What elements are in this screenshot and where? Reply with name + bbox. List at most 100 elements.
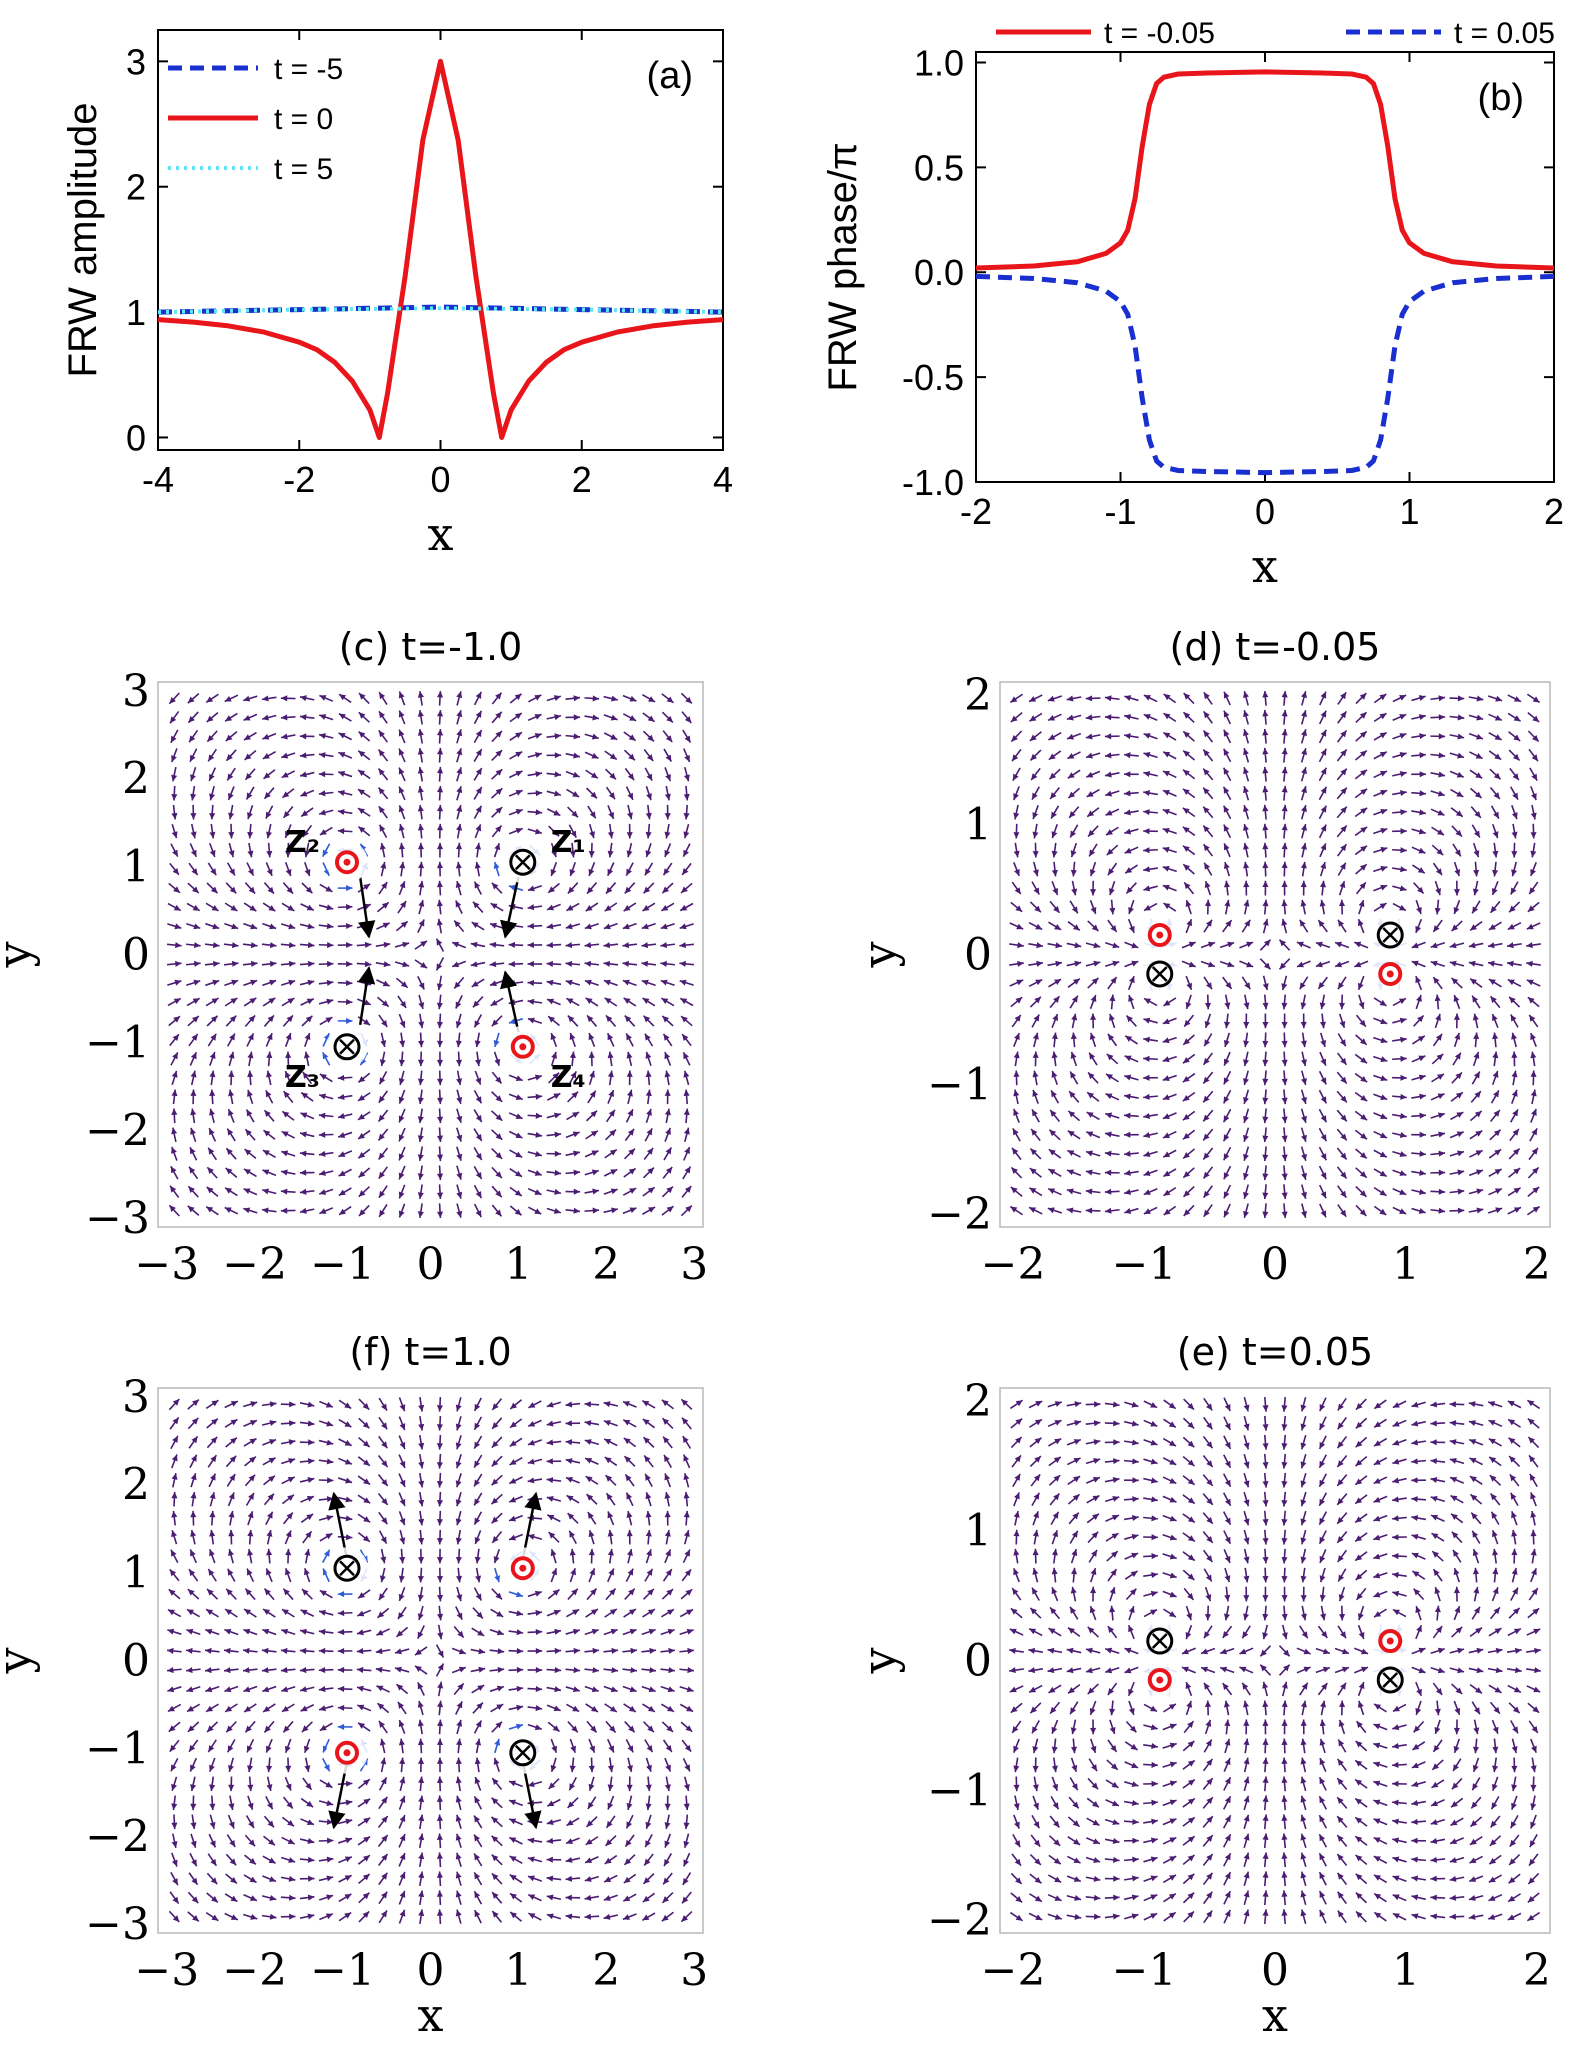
- field-arrowhead: [668, 1647, 675, 1654]
- field-arrowhead: [1338, 919, 1345, 927]
- field-arrowhead: [624, 1456, 632, 1463]
- field-arrowhead: [664, 1454, 670, 1462]
- field-arrowhead: [547, 1514, 555, 1521]
- field-arrowhead: [630, 1667, 637, 1674]
- field-arrowhead: [1340, 692, 1347, 700]
- field-arrowhead: [228, 1784, 235, 1792]
- field-arrowhead: [418, 919, 425, 927]
- field-arrowhead: [1475, 772, 1483, 779]
- field-arrowhead: [628, 734, 636, 741]
- field-arrowhead: [1359, 1171, 1367, 1178]
- field-arrowhead: [344, 1875, 352, 1881]
- field-arrowhead: [548, 1782, 556, 1789]
- field-arrowhead: [456, 1115, 463, 1123]
- field-arrowhead: [209, 831, 216, 839]
- field-arrowhead: [1017, 960, 1024, 967]
- field-arrowhead: [628, 1725, 635, 1733]
- field-arrowhead: [1526, 960, 1533, 967]
- field-arrowhead: [584, 1894, 592, 1901]
- field-arrowhead: [666, 1186, 673, 1194]
- panel-title: (e) t=0.05: [1177, 1330, 1373, 1374]
- field-arrowhead: [303, 1051, 310, 1059]
- field-arrowhead: [546, 1458, 553, 1465]
- field-arrowhead: [1340, 1171, 1347, 1179]
- field-arrowhead: [452, 941, 460, 948]
- field-arrowhead: [1418, 1208, 1426, 1214]
- field-arrowhead: [1457, 1150, 1464, 1157]
- field-arrowhead: [326, 998, 334, 1005]
- field-arrowhead: [1143, 828, 1150, 835]
- field-arrowhead: [379, 1077, 386, 1085]
- x-tick-label: 0: [1255, 491, 1275, 532]
- field-arrowhead: [285, 1548, 292, 1556]
- field-arrowhead: [1010, 715, 1018, 723]
- field-arrowhead: [1243, 1059, 1250, 1067]
- field-arrowhead: [1340, 844, 1347, 852]
- motion-arrow: [500, 970, 520, 1033]
- field-arrowhead: [418, 861, 425, 869]
- field-arrowhead: [666, 1206, 674, 1213]
- field-arrowhead: [667, 1628, 675, 1635]
- field-arrowhead: [170, 1764, 177, 1772]
- field-arrowhead: [1320, 748, 1327, 756]
- field-arrowhead: [187, 1705, 194, 1712]
- field-arrowhead: [210, 868, 217, 876]
- field-arrowhead: [475, 1575, 482, 1583]
- field-arrowhead: [188, 1186, 195, 1194]
- field-arrowhead: [209, 1821, 216, 1829]
- field-arrowhead: [229, 1033, 235, 1041]
- field-arrowhead: [268, 997, 276, 1004]
- field-arrowhead: [398, 824, 405, 831]
- field-arrowhead: [474, 1422, 481, 1430]
- field-arrowhead: [1419, 790, 1426, 797]
- field-arrowhead: [1475, 1130, 1483, 1137]
- field-arrowhead: [1207, 961, 1215, 968]
- field-arrowhead: [1457, 1169, 1465, 1176]
- field-arrowhead: [1281, 1078, 1288, 1086]
- field-arrowhead: [1183, 1190, 1191, 1197]
- field-arrowhead: [228, 812, 235, 820]
- field-arrowhead: [1143, 1151, 1151, 1157]
- field-arrowhead: [1051, 1032, 1058, 1040]
- field-arrowhead: [1510, 887, 1517, 895]
- field-arrowhead: [1089, 849, 1096, 857]
- field-arrowhead: [206, 1186, 214, 1194]
- field-arrowhead: [491, 1516, 499, 1524]
- field-arrowhead: [1105, 790, 1113, 797]
- field-arrowhead: [1032, 1726, 1038, 1734]
- field-arrowhead: [1053, 996, 1060, 1004]
- field-arrowhead: [470, 941, 478, 948]
- field-arrowhead: [609, 1129, 616, 1137]
- field-arrowhead: [1143, 1093, 1150, 1100]
- field-arrowhead: [286, 886, 294, 894]
- field-arrowhead: [378, 806, 385, 814]
- field-arrowhead: [417, 1116, 424, 1123]
- field-arrowhead: [509, 1856, 517, 1862]
- field-arrowhead: [1281, 1211, 1288, 1218]
- field-arrowhead: [288, 923, 296, 930]
- field-arrowhead: [623, 905, 631, 912]
- field-arrowhead: [193, 942, 201, 949]
- field-arrowhead: [1034, 905, 1041, 913]
- field-arrowhead: [358, 1722, 366, 1729]
- field-arrowhead: [552, 1072, 560, 1080]
- field-arrowhead: [664, 1070, 671, 1078]
- field-arrowhead: [436, 1776, 443, 1783]
- field-arrowhead: [535, 1647, 543, 1655]
- field-arrowhead: [1262, 1192, 1269, 1200]
- field-arrowhead: [243, 1168, 251, 1175]
- field-arrowhead: [436, 1738, 444, 1745]
- field-arrowhead: [378, 1593, 386, 1601]
- field-arrowhead: [455, 842, 463, 850]
- field-arrowhead: [436, 1576, 444, 1583]
- field-arrowhead: [1033, 1802, 1039, 1810]
- field-arrowhead: [337, 1629, 345, 1636]
- field-arrowhead: [306, 1819, 314, 1825]
- field-arrowhead: [585, 1476, 593, 1483]
- field-arrowhead: [1456, 1131, 1464, 1138]
- field-arrowhead: [1086, 771, 1094, 778]
- field-arrowhead: [299, 1667, 307, 1674]
- field-arrowhead: [1262, 983, 1269, 991]
- field-arrowhead: [455, 881, 462, 888]
- field-arrowhead: [1417, 1015, 1424, 1023]
